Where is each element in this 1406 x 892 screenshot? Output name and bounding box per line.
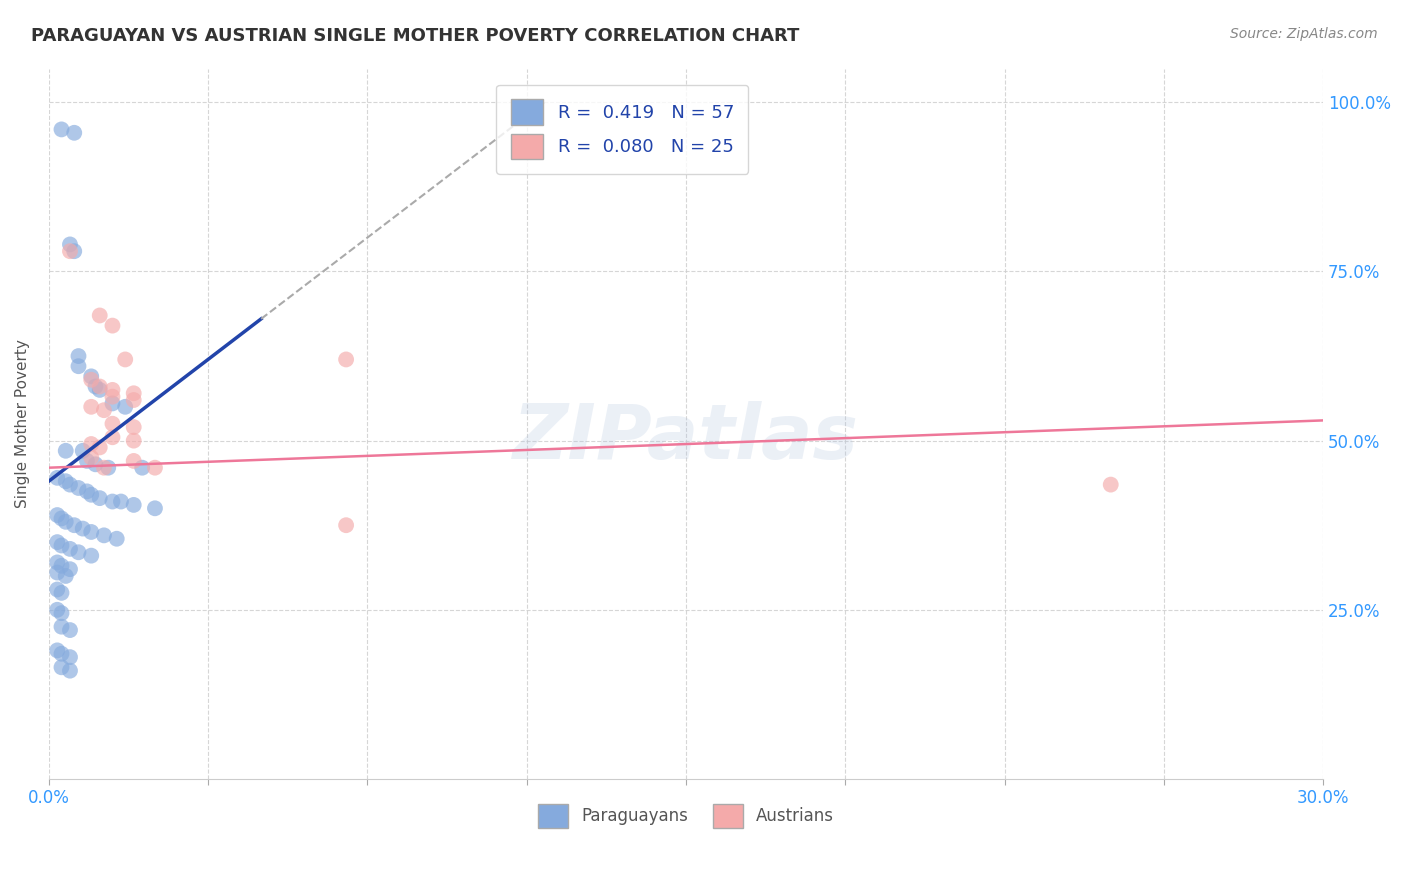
Point — [76, 484, 98, 499]
Point — [59, 562, 82, 576]
Point — [59, 237, 82, 252]
Point — [101, 396, 124, 410]
Point — [335, 518, 357, 533]
Point — [72, 443, 94, 458]
Point — [51, 539, 73, 553]
Point — [51, 511, 73, 525]
Point — [93, 528, 115, 542]
Point — [55, 569, 77, 583]
Point — [46, 535, 69, 549]
Point — [63, 126, 86, 140]
Point — [335, 352, 357, 367]
Point — [59, 664, 82, 678]
Point — [89, 441, 111, 455]
Point — [67, 359, 90, 374]
Point — [51, 606, 73, 620]
Point — [105, 532, 128, 546]
Point — [67, 481, 90, 495]
Point — [46, 566, 69, 580]
Point — [110, 494, 132, 508]
Point — [122, 498, 145, 512]
Point — [55, 515, 77, 529]
Point — [101, 417, 124, 431]
Point — [67, 349, 90, 363]
Point — [93, 460, 115, 475]
Point — [51, 558, 73, 573]
Point — [80, 369, 103, 384]
Point — [1099, 477, 1122, 491]
Point — [122, 392, 145, 407]
Point — [101, 318, 124, 333]
Point — [46, 556, 69, 570]
Point — [51, 647, 73, 661]
Point — [101, 494, 124, 508]
Text: Source: ZipAtlas.com: Source: ZipAtlas.com — [1230, 27, 1378, 41]
Point — [59, 477, 82, 491]
Point — [122, 386, 145, 401]
Y-axis label: Single Mother Poverty: Single Mother Poverty — [15, 339, 30, 508]
Point — [89, 491, 111, 505]
Legend: Paraguayans, Austrians: Paraguayans, Austrians — [531, 797, 841, 835]
Text: PARAGUAYAN VS AUSTRIAN SINGLE MOTHER POVERTY CORRELATION CHART: PARAGUAYAN VS AUSTRIAN SINGLE MOTHER POV… — [31, 27, 799, 45]
Point — [143, 460, 166, 475]
Point — [51, 586, 73, 600]
Point — [80, 549, 103, 563]
Point — [80, 373, 103, 387]
Text: ZIPatlas: ZIPatlas — [513, 401, 859, 475]
Point — [122, 434, 145, 448]
Point — [55, 474, 77, 488]
Point — [55, 443, 77, 458]
Point — [93, 403, 115, 417]
Point — [114, 400, 136, 414]
Point — [80, 488, 103, 502]
Point — [46, 603, 69, 617]
Point — [101, 390, 124, 404]
Point — [89, 379, 111, 393]
Point — [80, 450, 103, 465]
Point — [80, 400, 103, 414]
Point — [63, 244, 86, 259]
Point — [114, 352, 136, 367]
Point — [89, 309, 111, 323]
Point — [72, 522, 94, 536]
Point — [63, 518, 86, 533]
Point — [122, 454, 145, 468]
Point — [51, 620, 73, 634]
Point — [46, 508, 69, 522]
Point — [46, 643, 69, 657]
Point — [101, 383, 124, 397]
Point — [131, 460, 153, 475]
Point — [59, 541, 82, 556]
Point — [59, 623, 82, 637]
Point — [89, 383, 111, 397]
Point — [122, 420, 145, 434]
Point — [59, 650, 82, 665]
Point — [51, 660, 73, 674]
Point — [97, 460, 120, 475]
Point — [143, 501, 166, 516]
Point — [46, 582, 69, 597]
Point — [84, 458, 107, 472]
Point — [46, 471, 69, 485]
Point — [84, 379, 107, 393]
Point — [59, 244, 82, 259]
Point — [80, 524, 103, 539]
Point — [67, 545, 90, 559]
Point — [76, 454, 98, 468]
Point — [51, 122, 73, 136]
Point — [101, 430, 124, 444]
Point — [80, 437, 103, 451]
